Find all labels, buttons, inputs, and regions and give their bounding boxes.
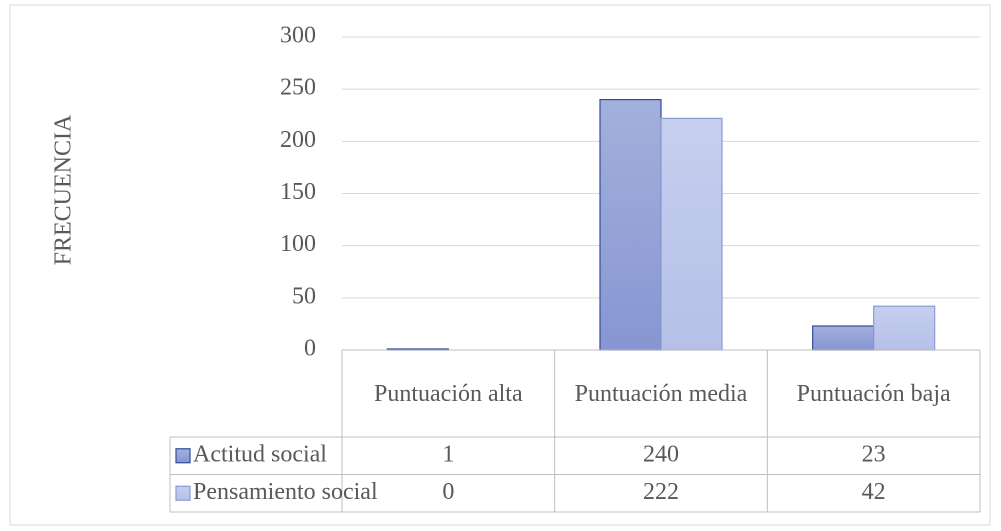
y-axis-title: FRECUENCIA: [51, 114, 77, 265]
y-tick-label: 300: [280, 23, 316, 49]
legend-key: [175, 448, 191, 464]
bar: [599, 98, 662, 351]
x-tick-label-box: Puntuación alta: [374, 380, 523, 407]
x-tick-label-box: Puntuación baja: [796, 380, 951, 407]
legend-key: [175, 485, 191, 501]
y-tick-label: 150: [280, 179, 316, 205]
table-value: 23: [862, 441, 886, 467]
bar: [660, 117, 723, 351]
chart-border: [9, 4, 991, 526]
x-tick-label: Puntuación alta: [374, 380, 523, 407]
x-tick-label-box: Puntuación media: [574, 380, 748, 407]
y-tick-label: 200: [280, 127, 316, 153]
y-tick-label: 50: [292, 283, 316, 309]
table-value: 1: [442, 441, 454, 467]
x-tick-label: Puntuación baja: [796, 380, 951, 407]
table-value: 222: [643, 479, 679, 505]
table-value: 240: [643, 441, 679, 467]
x-tick-label: Puntuación media: [574, 380, 748, 407]
y-tick-label: 250: [280, 75, 316, 101]
y-tick-label: 0: [304, 336, 316, 362]
bar: [812, 325, 875, 351]
y-tick-label: 100: [280, 231, 316, 257]
bar: [873, 305, 936, 351]
legend-label: Pensamiento social: [193, 479, 378, 505]
legend-label: Actitud social: [193, 441, 327, 467]
table-value: 0: [442, 479, 454, 505]
table-value: 42: [862, 479, 886, 505]
